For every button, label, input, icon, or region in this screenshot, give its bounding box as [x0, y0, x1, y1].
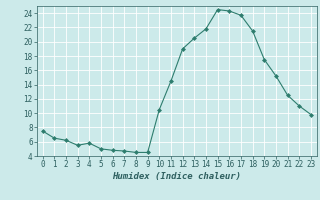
X-axis label: Humidex (Indice chaleur): Humidex (Indice chaleur): [112, 172, 241, 181]
